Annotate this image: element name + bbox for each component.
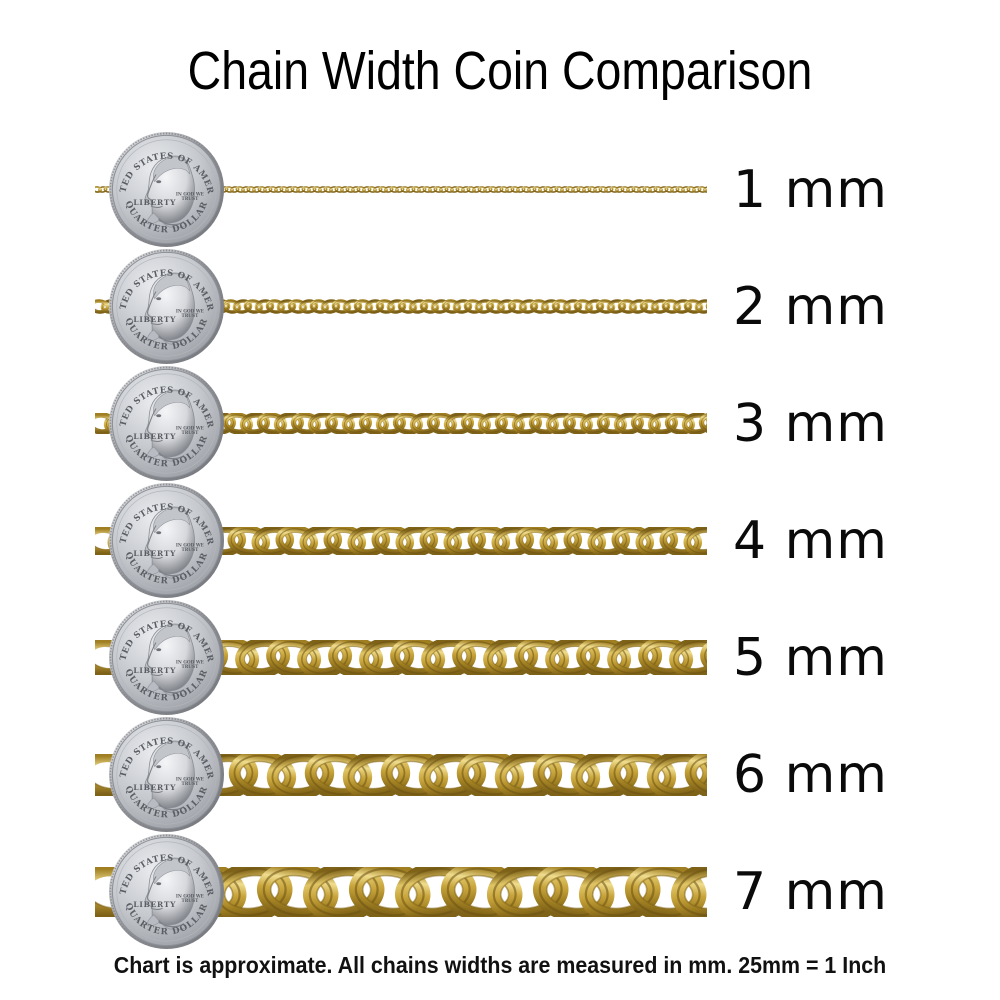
svg-text:IN GOD WE: IN GOD WE bbox=[176, 660, 205, 665]
svg-text:TRUST: TRUST bbox=[182, 548, 200, 553]
quarter-coin-icon: UNITED STATES OF AMERICA QUARTER DOLLAR … bbox=[108, 482, 225, 599]
chain-width-label: 6 mm bbox=[733, 744, 888, 805]
svg-text:LIBERTY: LIBERTY bbox=[133, 783, 176, 792]
svg-text:IN GOD WE: IN GOD WE bbox=[176, 894, 205, 899]
quarter-coin-icon: UNITED STATES OF AMERICA QUARTER DOLLAR … bbox=[108, 599, 225, 716]
svg-text:LIBERTY: LIBERTY bbox=[133, 666, 176, 675]
chain-width-label: 7 mm bbox=[733, 861, 888, 922]
quarter-coin-icon: UNITED STATES OF AMERICA QUARTER DOLLAR … bbox=[108, 716, 225, 833]
quarter-coin-icon: UNITED STATES OF AMERICA QUARTER DOLLAR … bbox=[108, 248, 225, 365]
svg-text:LIBERTY: LIBERTY bbox=[133, 432, 176, 441]
chain-row: UNITED STATES OF AMERICA QUARTER DOLLAR … bbox=[0, 248, 1000, 365]
svg-text:TRUST: TRUST bbox=[182, 899, 200, 904]
chain-width-label: 4 mm bbox=[733, 510, 888, 571]
quarter-coin-icon: UNITED STATES OF AMERICA QUARTER DOLLAR … bbox=[108, 131, 225, 248]
chain-row: UNITED STATES OF AMERICA QUARTER DOLLAR … bbox=[0, 833, 1000, 950]
chain-row: UNITED STATES OF AMERICA QUARTER DOLLAR … bbox=[0, 131, 1000, 248]
chain-sample bbox=[95, 131, 707, 248]
chain-sample bbox=[95, 482, 707, 599]
svg-text:IN GOD WE: IN GOD WE bbox=[176, 192, 205, 197]
quarter-coin-icon: UNITED STATES OF AMERICA QUARTER DOLLAR … bbox=[108, 365, 225, 482]
svg-text:TRUST: TRUST bbox=[182, 431, 200, 436]
chain-row: UNITED STATES OF AMERICA QUARTER DOLLAR … bbox=[0, 599, 1000, 716]
chain-width-label: 1 mm bbox=[733, 159, 888, 220]
svg-text:TRUST: TRUST bbox=[182, 197, 200, 202]
svg-text:TRUST: TRUST bbox=[182, 665, 200, 670]
footer-note: Chart is approximate. All chains widths … bbox=[113, 952, 887, 978]
chain-width-label: 2 mm bbox=[733, 276, 888, 337]
chain-width-label: 3 mm bbox=[733, 393, 888, 454]
chain-width-label: 5 mm bbox=[733, 627, 888, 688]
svg-text:LIBERTY: LIBERTY bbox=[133, 549, 176, 558]
svg-text:IN GOD WE: IN GOD WE bbox=[176, 543, 205, 548]
chain-row: UNITED STATES OF AMERICA QUARTER DOLLAR … bbox=[0, 716, 1000, 833]
page-title: Chain Width Coin Comparison bbox=[187, 41, 813, 101]
svg-text:TRUST: TRUST bbox=[182, 782, 200, 787]
quarter-coin-icon: UNITED STATES OF AMERICA QUARTER DOLLAR … bbox=[108, 833, 225, 950]
chain-row: UNITED STATES OF AMERICA QUARTER DOLLAR … bbox=[0, 365, 1000, 482]
chain-row: UNITED STATES OF AMERICA QUARTER DOLLAR … bbox=[0, 482, 1000, 599]
svg-text:TRUST: TRUST bbox=[182, 314, 200, 319]
svg-text:IN GOD WE: IN GOD WE bbox=[176, 309, 205, 314]
svg-text:IN GOD WE: IN GOD WE bbox=[176, 777, 205, 782]
svg-text:LIBERTY: LIBERTY bbox=[133, 198, 176, 207]
svg-text:LIBERTY: LIBERTY bbox=[133, 315, 176, 324]
svg-text:LIBERTY: LIBERTY bbox=[133, 900, 176, 909]
svg-text:IN GOD WE: IN GOD WE bbox=[176, 426, 205, 431]
